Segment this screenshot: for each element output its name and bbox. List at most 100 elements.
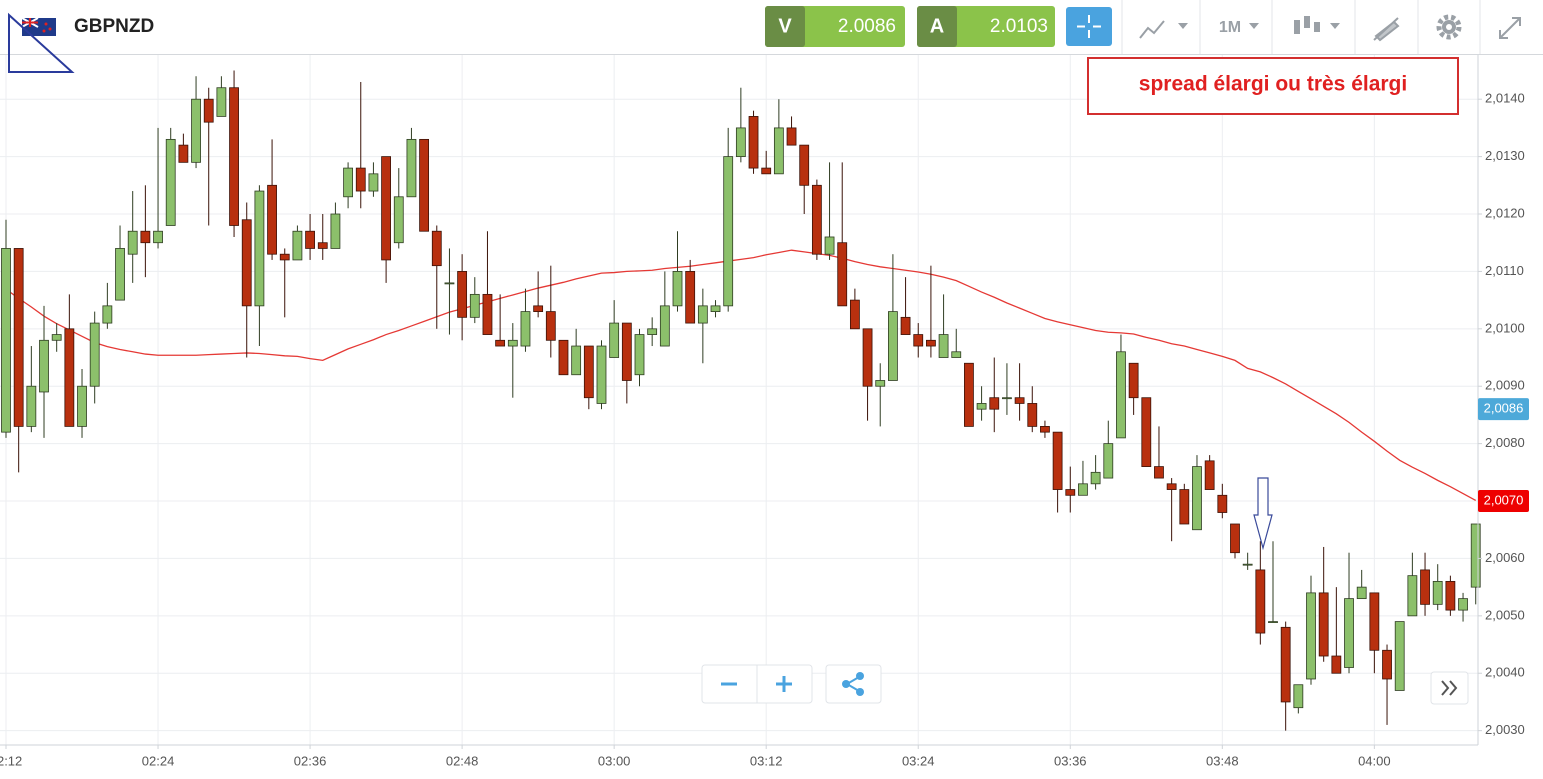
candle-body <box>1242 563 1253 566</box>
candle-body <box>241 219 252 307</box>
candle-body <box>875 380 886 387</box>
candle-body <box>634 334 645 376</box>
indicator-button[interactable] <box>1294 16 1340 34</box>
candle-body <box>533 305 544 312</box>
candle-body <box>849 299 860 330</box>
buy-label[interactable]: A <box>930 15 944 37</box>
annotation: spread élargi ou très élargi <box>1139 73 1407 96</box>
zoom-controls <box>701 664 1469 705</box>
candle-body <box>1154 466 1164 479</box>
candle-body <box>305 230 315 249</box>
candles-icon[interactable] <box>1294 16 1320 34</box>
candle-body <box>1103 443 1114 479</box>
candle-body <box>951 351 962 358</box>
candle-body <box>1128 362 1139 399</box>
dropdown-caret[interactable] <box>1330 23 1340 29</box>
x-tick-label: 02:24 <box>142 753 175 768</box>
chart-type-icon[interactable] <box>1139 20 1165 39</box>
share-button[interactable] <box>842 672 864 696</box>
x-tick-label: 03:00 <box>598 753 631 768</box>
symbol: GBPNZD <box>74 16 154 37</box>
candle-body <box>343 167 353 198</box>
candle-body <box>862 328 873 387</box>
zoom-in-button[interactable] <box>776 676 792 692</box>
y-tick-label: 2,0120 <box>1485 205 1525 220</box>
candle-body <box>1065 489 1076 496</box>
gear-teeth[interactable] <box>1436 14 1462 40</box>
candle-body <box>1420 569 1430 605</box>
x-tick-label: 02:48 <box>446 753 479 768</box>
buy-price[interactable]: 2.0103 <box>990 16 1048 37</box>
timeframe[interactable]: 1M <box>1219 19 1241 36</box>
candle-body <box>368 173 379 192</box>
scroll-end-box[interactable] <box>1430 671 1469 705</box>
y-tick-label: 2,0130 <box>1485 148 1525 163</box>
candle-body <box>381 156 392 261</box>
candle-body <box>115 248 125 301</box>
buy-button[interactable]: A 2.0103 <box>917 6 1055 47</box>
chart-type-button[interactable] <box>1139 20 1188 39</box>
candle-body <box>1255 569 1266 634</box>
axes: 2,0030 2,0040 2,0050 2,0060 2,0070 2,0080 2,00… <box>0 91 1525 769</box>
candle-body <box>1217 494 1228 513</box>
price-marker <box>1478 490 1529 513</box>
candle-body <box>1027 403 1038 427</box>
x-tick-label: 03:24 <box>902 753 935 768</box>
candles <box>1 70 1481 731</box>
crosshair-button[interactable] <box>1066 7 1112 46</box>
candle-body <box>1293 684 1304 709</box>
candle-body <box>203 98 214 123</box>
crosshair-icon[interactable] <box>1077 15 1101 38</box>
candle-body <box>102 305 113 324</box>
candle-body <box>330 213 341 249</box>
candle-body <box>1090 471 1101 485</box>
candle-body <box>989 397 1000 410</box>
candle-body <box>520 311 531 347</box>
sell-price[interactable]: 2.0086 <box>838 16 896 37</box>
settings-button[interactable] <box>1436 14 1462 40</box>
candle-body <box>1407 575 1418 617</box>
buy-label-box[interactable] <box>917 6 957 47</box>
candle-body <box>431 230 442 267</box>
x-tick-label: 04:00 <box>1358 753 1391 768</box>
candle-body <box>482 293 493 335</box>
candle-body <box>140 230 151 244</box>
candle-body <box>735 127 746 158</box>
candle-body <box>153 230 163 244</box>
crosshair-box[interactable] <box>1066 7 1112 46</box>
candle-body <box>1192 466 1202 531</box>
drawing-tool-button[interactable] <box>1373 17 1400 42</box>
candle-body <box>393 196 404 244</box>
dropdown-caret[interactable] <box>1249 23 1259 29</box>
sell-label[interactable]: V <box>778 15 792 37</box>
candle-body <box>279 253 290 261</box>
candle-body <box>1014 397 1025 404</box>
gear-hole[interactable] <box>1446 24 1452 30</box>
fullscreen-button[interactable] <box>1499 17 1521 39</box>
candle-body <box>77 385 87 427</box>
candle-body <box>647 328 658 335</box>
y-tick-label: 2,0090 <box>1485 378 1525 393</box>
candle-body <box>355 167 366 192</box>
candle-body <box>292 230 303 261</box>
candle-body <box>191 98 201 163</box>
scroll-end-button[interactable] <box>1441 680 1458 696</box>
candle-body <box>773 127 784 175</box>
candle-body <box>558 339 569 376</box>
candle-body <box>799 144 810 186</box>
sell-button[interactable]: V 2.0086 <box>765 6 905 47</box>
candle-body <box>786 127 797 146</box>
y-tick-label: 2,0050 <box>1485 607 1525 622</box>
timeframe-button[interactable]: 1M <box>1219 19 1259 36</box>
candle-body <box>495 339 506 347</box>
candle-body <box>837 242 848 307</box>
candle-body <box>1394 621 1405 691</box>
candle-body <box>267 184 277 255</box>
candle-body <box>1268 621 1278 623</box>
candle-body <box>1141 397 1152 467</box>
candle-body <box>571 345 582 376</box>
candle-body <box>1179 489 1190 525</box>
dropdown-caret[interactable] <box>1178 23 1188 29</box>
sell-label-box[interactable] <box>765 6 805 47</box>
